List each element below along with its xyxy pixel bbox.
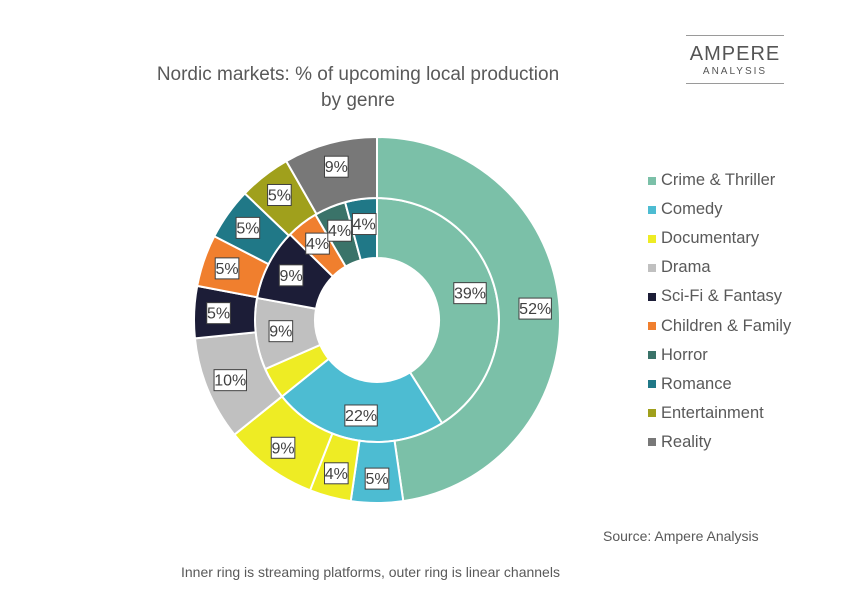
outer-ring-label-3-text: 4% [325,466,348,483]
inner-ring-label-2-box [344,404,378,427]
outer-ring-label-7: 5% [214,257,240,280]
inner-ring-label-7: 4% [327,219,352,242]
legend-label: Documentary [661,229,760,248]
inner-ring-label-5: 9% [278,264,304,287]
inner-ring-label-2: 22% [344,404,378,427]
legend-item-sci-fi-and-fantasy: Sci-Fi & Fantasy [648,282,791,311]
outer-ring-label-6-text: 5% [207,306,230,323]
outer-ring-label-1-text: 52% [519,301,551,318]
legend-item-horror: Horror [648,341,791,370]
inner-ring-label-1-box [453,282,487,305]
legend-item-comedy: Comedy [648,195,791,224]
outer-ring-label-7-text: 5% [215,261,238,278]
inner-ring-label-6-text: 4% [306,236,329,253]
inner-ring-label-4-text: 9% [269,324,292,341]
outer-ring-label-2-text: 5% [365,471,388,488]
source-note: Source: Ampere Analysis [603,528,759,544]
outer-ring-label-10-text: 9% [325,159,348,176]
legend-item-entertainment: Entertainment [648,399,791,428]
legend-swatch [648,322,656,331]
inner-ring-label-5-text: 9% [280,268,303,285]
outer-ring-label-1: 52% [518,297,552,320]
outer-ring-label-2: 5% [364,467,390,490]
legend-item-documentary: Documentary [648,224,791,253]
legend-item-romance: Romance [648,370,791,399]
inner-ring-label-7-text: 4% [328,223,351,240]
chart-title-line-1: Nordic markets: % of upcoming local prod… [156,64,560,85]
outer-ring-label-6: 5% [206,302,231,325]
legend-swatch [648,380,656,389]
inner-ring-label-1: 39% [453,282,487,305]
inner-ring-label-8-box [351,213,377,236]
outer-ring-label-7-box [214,257,240,280]
outer-ring-label-3: 4% [324,462,349,485]
data-labels: 39%22%9%9%4%4% 4%52%5%4%9%10%5%5%5%5%9% [206,155,552,490]
outer-ring-label-4-text: 9% [271,440,294,457]
legend-label: Sci-Fi & Fantasy [661,287,783,306]
legend-label: Comedy [661,200,723,219]
legend-item-crime-and-thriller: Crime & Thriller [648,166,791,195]
inner-ring-label-1-text: 39% [454,286,486,303]
legend-swatch [648,263,656,272]
logo-subtitle: ANALYSIS [702,66,768,77]
outer-ring-label-8: 5% [235,216,261,239]
outer-ring-label-10-box [324,155,349,178]
outer-ring-label-9-box [267,183,292,206]
legend-swatch [648,292,656,301]
legend-swatch [648,205,656,214]
inner-ring-label-6: 4% [305,232,330,255]
legend-swatch [648,176,656,185]
outer-ring-label-5-text: 10% [214,373,246,390]
outer-ring-slice-1 [376,135,561,503]
legend-item-children-and-family: Children & Family [648,311,791,340]
inner-ring-label-8: 4% [351,213,377,236]
outer-ring-label-4-box [270,436,296,459]
inner-ring-label-5-box [278,264,304,287]
outer-ring-label-10: 9% [324,155,349,178]
inner-ring-label-6-box [305,232,330,255]
logo-wordmark: AMPERE [689,43,781,65]
outer-ring-label-8-text: 5% [236,220,259,237]
ampere-analysis-logo: AMPERE ANALYSIS [686,35,784,85]
legend-item-drama: Drama [648,253,791,282]
chart-title-line-2: by genre [321,90,395,111]
legend-label: Children & Family [661,316,792,335]
inner-ring-label-7-box [327,219,352,242]
logo-bottom-rule [686,83,784,84]
logo-top-rule [686,35,784,36]
legend-swatch [648,234,656,243]
outer-ring [193,135,561,504]
inner-ring-label-8-text: 4% [353,217,376,234]
legend-label: Crime & Thriller [661,171,776,190]
outer-ring-label-9: 5% [267,183,292,206]
outer-ring-label-4: 9% [270,436,296,459]
legend-swatch [648,409,656,418]
inner-ring-label-4: 9% [268,320,294,343]
outer-ring-label-5: 10% [213,369,247,392]
inner-ring-label-2-text: 22% [345,408,377,425]
outer-ring-label-6-box [206,302,231,325]
outer-ring-label-9-text: 5% [268,187,291,204]
legend-label: Entertainment [661,403,764,422]
chart-title: Nordic markets: % of upcoming local prod… [118,62,598,114]
legend-swatch [648,351,656,360]
legend-item-reality: Reality [648,428,791,457]
inner-ring-label-4-box [268,320,294,343]
outer-ring-label-2-box [364,467,390,490]
chart-legend: Crime & Thriller Comedy Documentary Drama Sc… [648,166,791,457]
outer-ring-label-8-box [235,216,261,239]
legend-swatch [648,438,656,447]
outer-ring-label-5-box [213,369,247,392]
outer-ring-label-1-box [518,297,552,320]
legend-label: Reality [661,432,712,451]
legend-label: Horror [661,345,708,364]
legend-label: Romance [661,374,732,393]
ring-explanation-note: Inner ring is streaming platforms, outer… [181,564,560,580]
outer-ring-label-3-box [324,462,349,485]
legend-label: Drama [661,258,711,277]
